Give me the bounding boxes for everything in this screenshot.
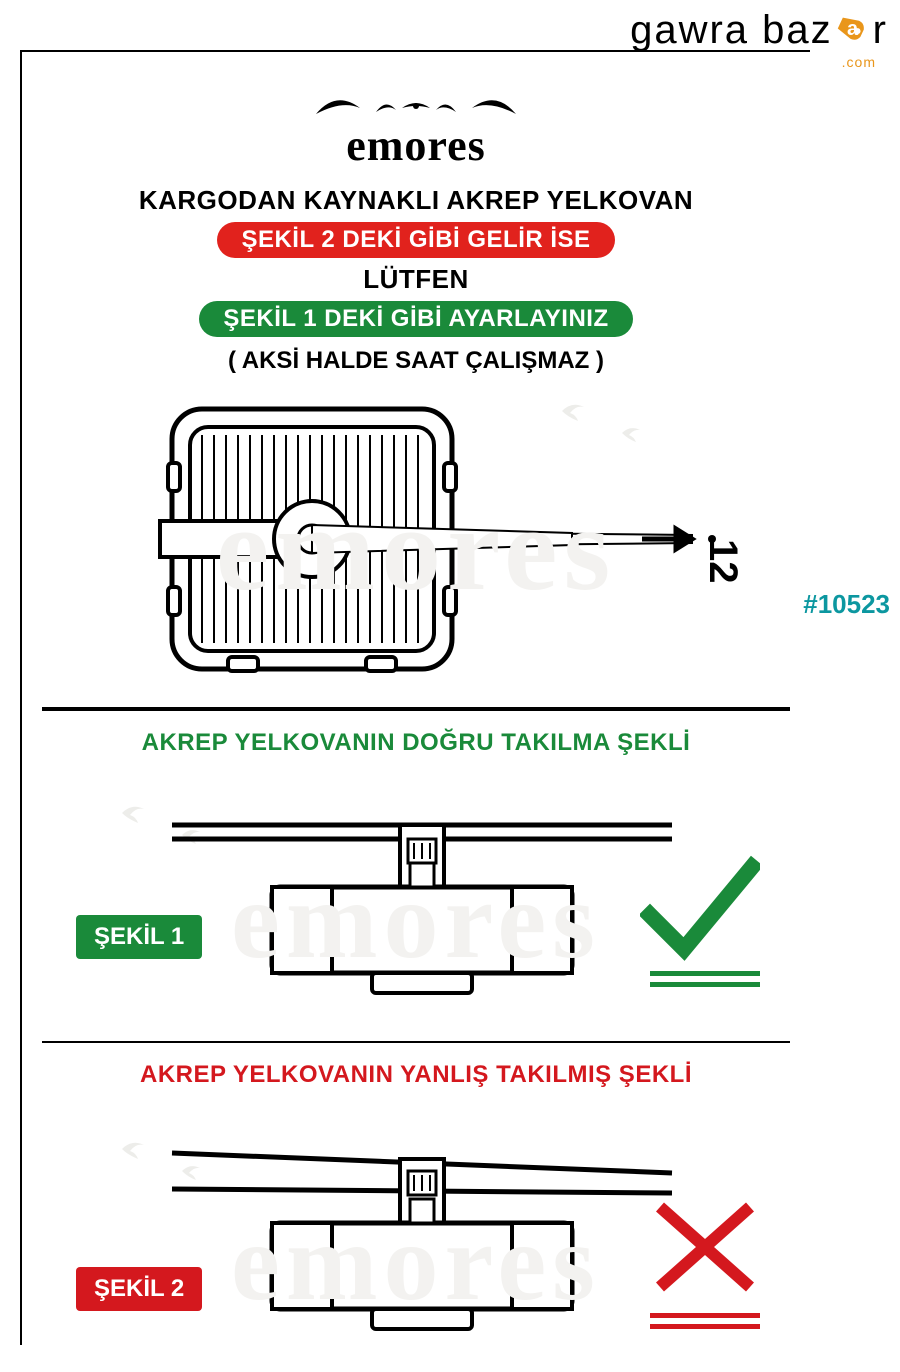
- section-correct: AKREP YELKOVANIN DOĞRU TAKILMA ŞEKLİ emo…: [22, 711, 810, 1035]
- brand-left: gawra: [630, 8, 749, 52]
- svg-text:a: a: [847, 18, 860, 40]
- pointer-label: 12: [701, 539, 745, 584]
- mechanism-svg: 12: [22, 389, 812, 689]
- correct-title: AKREP YELKOVANIN DOĞRU TAKILMA ŞEKLİ: [22, 729, 810, 757]
- checkmark-icon: [640, 855, 760, 970]
- site-brand: gawra baz a r: [630, 8, 888, 53]
- cross-underline: [650, 1307, 760, 1329]
- brand-sub: .com: [842, 54, 876, 70]
- logo-ornament-icon: [306, 96, 526, 120]
- content-frame: emores KARGODAN KAYNAKLI AKREP YELKOVAN …: [20, 50, 810, 1345]
- label-sekil-2: ŞEKİL 2: [76, 1267, 202, 1311]
- mechanism-diagram: emores: [22, 389, 810, 689]
- logo-text: emores: [22, 120, 810, 171]
- pill-red: ŞEKİL 2 DEKİ GİBİ GELİR İSE: [217, 222, 614, 258]
- brand-right-pre: baz: [762, 8, 833, 52]
- wrong-title: AKREP YELKOVANIN YANLIŞ TAKILMIŞ ŞEKLİ: [22, 1061, 810, 1089]
- figure-correct: emores: [22, 765, 810, 1035]
- header-block: KARGODAN KAYNAKLI AKREP YELKOVAN ŞEKİL 2…: [22, 185, 810, 375]
- brand-right-post: r: [873, 8, 888, 52]
- label-sekil-1: ŞEKİL 1: [76, 915, 202, 959]
- check-underline: [650, 965, 760, 987]
- section-wrong: AKREP YELKOVANIN YANLIŞ TAKILMIŞ ŞEKLİ e…: [22, 1043, 810, 1367]
- figure-wrong: emores: [22, 1097, 810, 1367]
- header-mid: LÜTFEN: [22, 264, 810, 295]
- header-note: ( AKSİ HALDE SAAT ÇALIŞMAZ ): [22, 347, 810, 375]
- sku-label: #10523: [803, 589, 890, 620]
- brand-tag-icon: a: [833, 8, 873, 53]
- pill-green: ŞEKİL 1 DEKİ GİBİ AYARLAYINIZ: [199, 301, 632, 337]
- product-logo: emores: [22, 96, 810, 171]
- page: gawra baz a r .com emores: [0, 0, 900, 1350]
- header-line-1: KARGODAN KAYNAKLI AKREP YELKOVAN: [22, 185, 810, 216]
- cross-icon: [650, 1197, 760, 1302]
